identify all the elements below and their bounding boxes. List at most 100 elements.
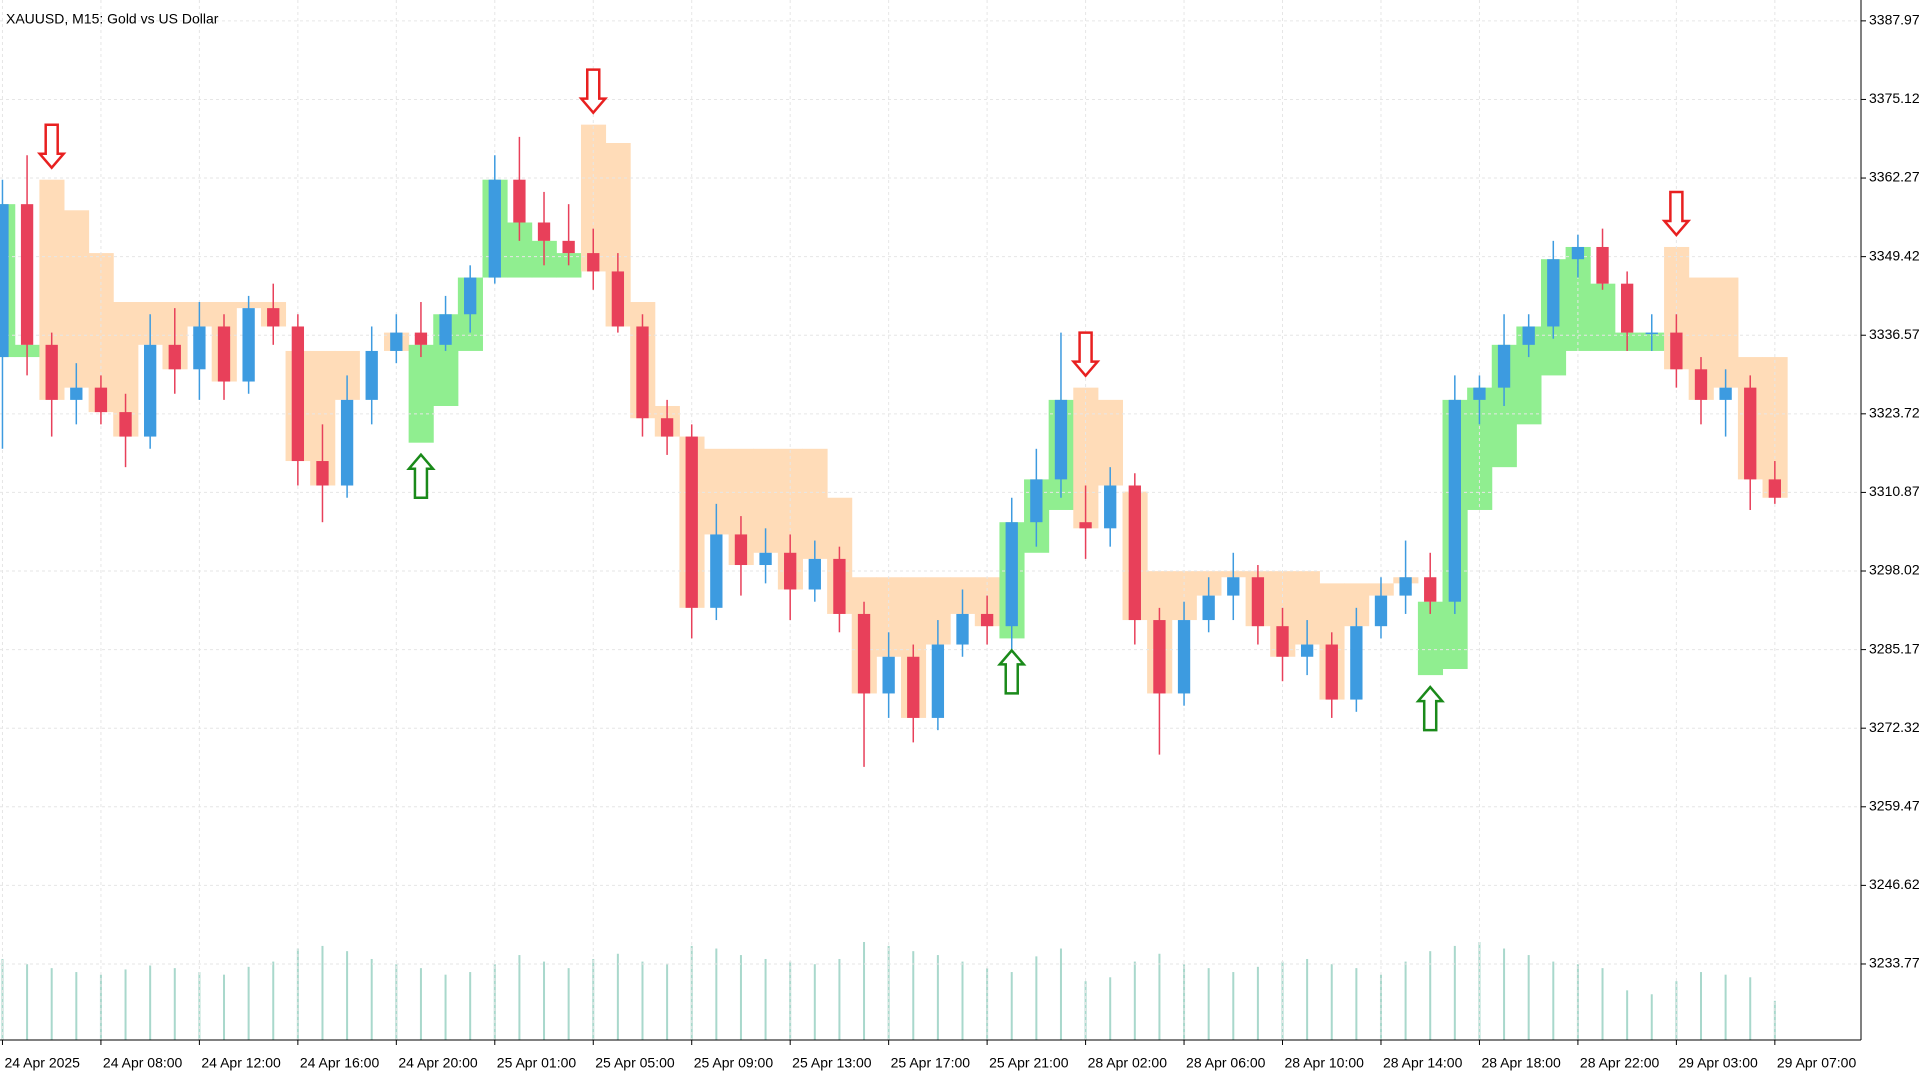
volume-bar: [149, 965, 152, 1040]
candle-body: [20, 204, 34, 345]
volume-bar: [247, 966, 250, 1040]
candle-body: [217, 326, 231, 382]
volume-bar: [1256, 966, 1259, 1040]
volume-bar: [1010, 972, 1013, 1040]
signal-arrow: [406, 452, 436, 499]
candle-body: [94, 387, 108, 413]
band-layer: [0, 124, 1788, 718]
candle-body: [340, 399, 354, 486]
volume-bar: [1133, 961, 1136, 1040]
volume-bar: [444, 974, 447, 1040]
candle-body: [1300, 644, 1314, 657]
candle-body: [1620, 283, 1634, 333]
volume-bar: [1650, 994, 1653, 1040]
x-tick-label: 25 Apr 09:00: [694, 1055, 774, 1071]
candle-body: [587, 253, 600, 272]
signal-arrow: [1070, 331, 1101, 378]
candle-body: [1522, 326, 1535, 345]
candle-body: [365, 350, 378, 400]
volume-bar: [936, 955, 939, 1040]
candle-body: [537, 222, 551, 241]
volume-bar: [518, 955, 521, 1040]
candle-body: [193, 326, 206, 370]
volume-bar: [1059, 948, 1062, 1040]
volume-bar: [739, 955, 742, 1040]
y-tick-label: 3259.47: [1869, 797, 1920, 813]
candle-body: [1424, 577, 1437, 602]
volume-layer: [1, 942, 1776, 1040]
volume-bar: [641, 961, 644, 1040]
x-tick-label: 24 Apr 2025: [4, 1055, 80, 1071]
arrow-layer: [36, 68, 1692, 732]
y-tick-label: 3298.02: [1869, 562, 1920, 578]
candle-body: [636, 326, 649, 419]
candle-body: [144, 344, 157, 437]
candle-body: [1596, 246, 1609, 284]
volume-bar: [838, 958, 841, 1040]
candle-body: [316, 461, 329, 486]
signal-arrow: [578, 68, 608, 115]
x-tick-label: 28 Apr 06:00: [1186, 1055, 1266, 1071]
volume-bar: [1232, 972, 1235, 1040]
volume-bar: [321, 945, 324, 1040]
candle-body: [1448, 399, 1461, 602]
x-tick-label: 25 Apr 13:00: [792, 1055, 872, 1071]
signal-arrow: [1415, 685, 1445, 732]
candle-body: [931, 644, 945, 718]
volume-bar: [813, 964, 816, 1040]
volume-bar: [1355, 968, 1358, 1040]
candle-body: [267, 308, 280, 327]
volume-bar: [1109, 977, 1112, 1040]
volume-bar: [764, 958, 767, 1040]
volume-bar: [1379, 974, 1382, 1040]
y-tick-label: 3285.17: [1869, 640, 1920, 656]
volume-bar: [1749, 977, 1752, 1040]
volume-bar: [1207, 968, 1210, 1040]
x-tick-label: 28 Apr 14:00: [1383, 1055, 1463, 1071]
volume-bar: [863, 942, 866, 1040]
candle-body: [956, 613, 969, 645]
x-tick-label: 24 Apr 20:00: [398, 1055, 478, 1071]
candle-body: [1104, 485, 1117, 529]
x-tick-label: 24 Apr 12:00: [201, 1055, 281, 1071]
volume-bar: [419, 968, 422, 1040]
y-tick-label: 3349.42: [1869, 247, 1920, 263]
candle-body: [1202, 595, 1215, 621]
candle-body: [1497, 344, 1511, 388]
x-tick-label: 24 Apr 08:00: [103, 1055, 183, 1071]
volume-bar: [1281, 961, 1284, 1040]
candle-body: [1473, 387, 1486, 400]
volume-bar: [1306, 958, 1309, 1040]
candle-body: [759, 552, 772, 566]
candle-body: [291, 326, 305, 462]
volume-bar: [961, 961, 964, 1040]
x-tick-label: 25 Apr 01:00: [497, 1055, 577, 1071]
candle-body: [1030, 479, 1043, 523]
volume-bar: [1453, 945, 1456, 1040]
candle-body: [414, 332, 428, 345]
volume-bar: [1699, 972, 1702, 1040]
candle-body: [119, 412, 132, 437]
x-tick-label: 29 Apr 03:00: [1678, 1055, 1758, 1071]
candle-body: [808, 558, 821, 590]
volume-bar: [616, 953, 619, 1040]
volume-bar: [1404, 961, 1407, 1040]
candle-body: [660, 418, 674, 437]
candle-body: [685, 436, 698, 608]
y-tick-label: 3272.32: [1869, 719, 1920, 735]
volume-bar: [1552, 961, 1555, 1040]
y-tick-label: 3233.77: [1869, 955, 1920, 971]
volume-bar: [1429, 951, 1432, 1040]
volume-bar: [99, 974, 102, 1040]
candle-body: [168, 344, 181, 370]
candle-body: [1645, 332, 1658, 335]
candle-body: [710, 534, 723, 608]
volume-bar: [272, 961, 275, 1040]
candle-body: [1177, 620, 1191, 694]
candle-body: [513, 179, 526, 223]
volume-bar: [50, 968, 53, 1040]
x-tick-label: 28 Apr 18:00: [1481, 1055, 1561, 1071]
volume-bar: [1724, 974, 1727, 1040]
grid-layer: [0, 0, 1861, 1040]
